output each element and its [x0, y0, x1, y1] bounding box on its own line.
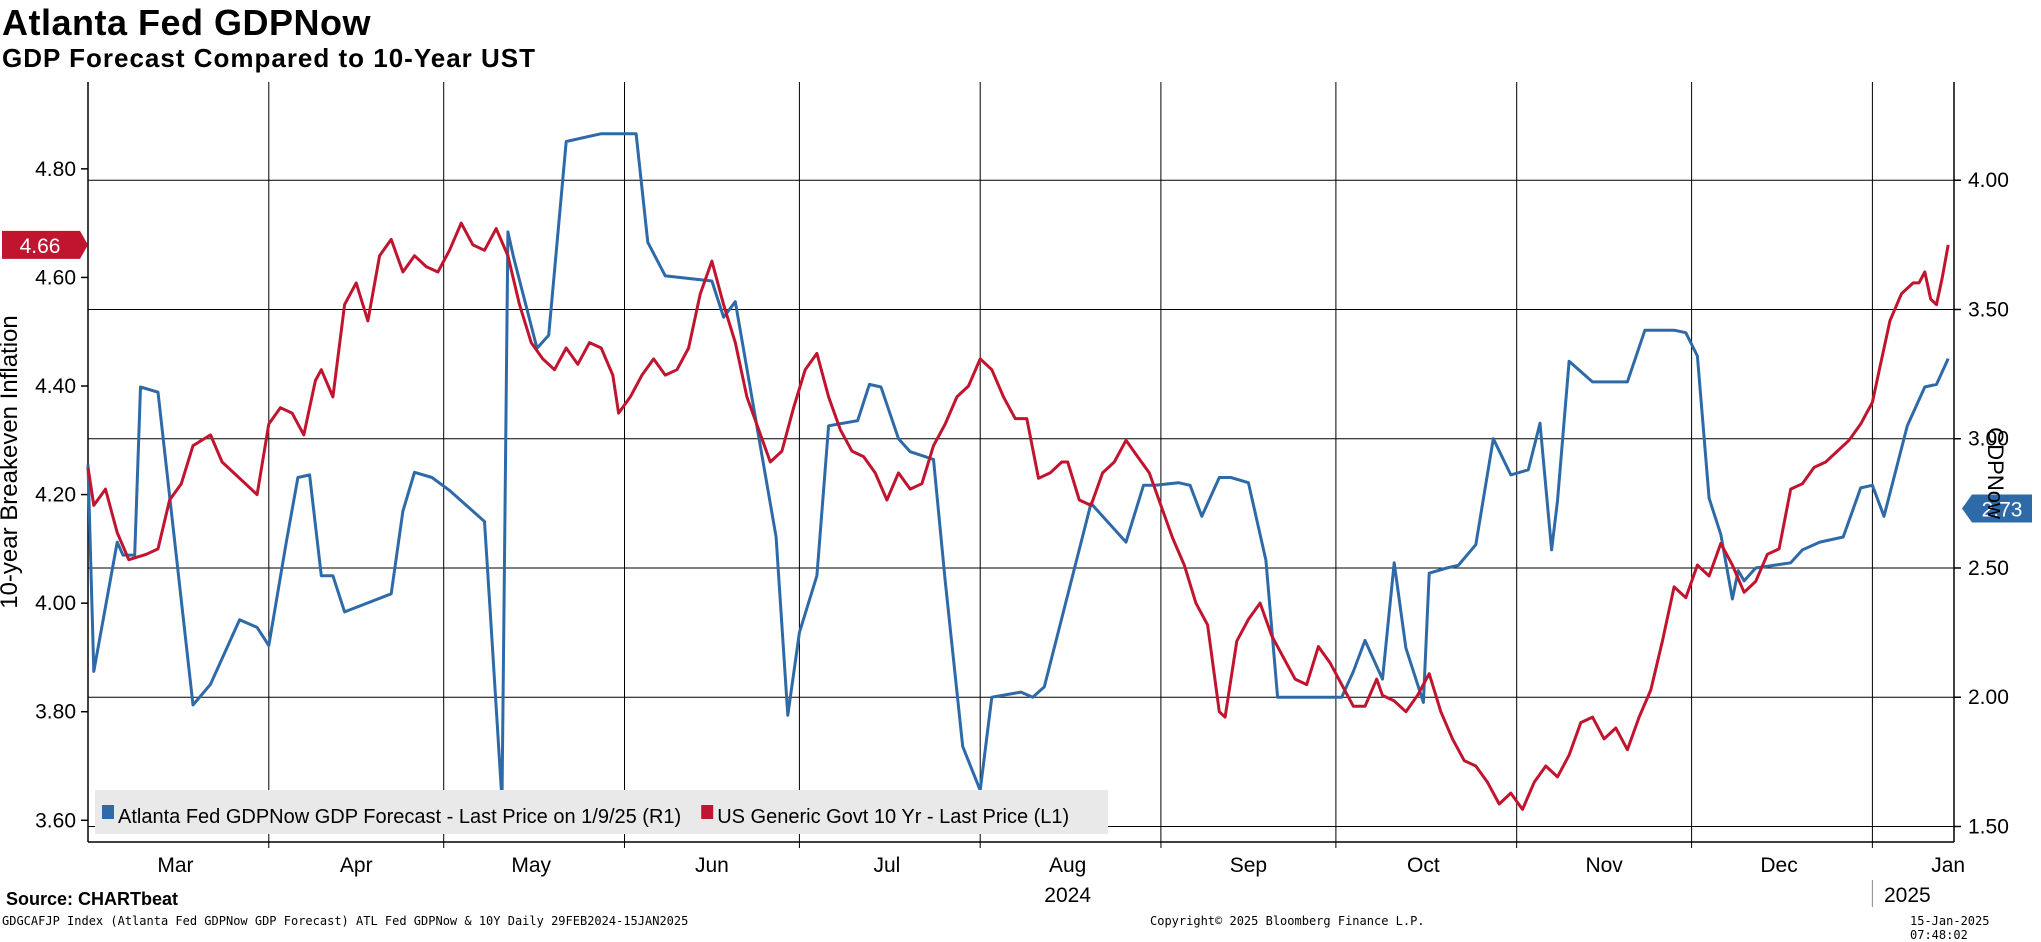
legend-label-gdpnow: Atlanta Fed GDPNow GDP Forecast - Last P…	[118, 806, 681, 828]
left-tick-label: 4.20	[35, 484, 76, 507]
x-year-label: 2025	[1884, 884, 1931, 907]
timestamp: 15-Jan-2025 07:48:02	[1910, 914, 1990, 942]
right-tick-label: 2.00	[1968, 686, 2009, 709]
left-tick-label: 3.60	[35, 809, 76, 832]
us-10yr-series-line	[86, 221, 1950, 811]
right-tick-label: 3.00	[1968, 428, 2009, 451]
left-tick-label: 4.40	[35, 375, 76, 398]
right-tick-label: 4.00	[1968, 169, 2009, 192]
source-note: Source: CHARTbeat	[6, 889, 179, 909]
left-last-value-badge	[2, 230, 88, 259]
x-month-label: Dec	[1760, 854, 1797, 877]
x-month-label: Jun	[695, 854, 729, 877]
left-tick-label: 4.60	[35, 266, 76, 289]
gdpnow-series-line	[86, 132, 1950, 803]
chart-title: Atlanta Fed GDPNow	[2, 2, 372, 43]
chart-subtitle: GDP Forecast Compared to 10-Year UST	[2, 43, 537, 73]
right-tick-label: 2.50	[1968, 557, 2009, 580]
legend-box	[95, 790, 1108, 834]
right-last-value-text: 2.73	[1982, 499, 2023, 522]
index-description: GDGCAFJP Index (Atlanta Fed GDPNow GDP F…	[2, 914, 689, 928]
x-month-label: Aug	[1049, 854, 1086, 877]
x-month-label: Nov	[1585, 854, 1623, 877]
legend-swatch-gdpnow	[102, 805, 114, 819]
right-tick-label: 1.50	[1968, 815, 2009, 838]
x-month-label: Sep	[1230, 854, 1267, 877]
left-tick-label: 3.80	[35, 701, 76, 724]
left-last-value-text: 4.66	[20, 235, 61, 258]
x-month-label: May	[511, 854, 551, 877]
right-tick-label: 3.50	[1968, 298, 2009, 321]
x-month-label: Oct	[1407, 854, 1440, 877]
x-month-label: Jan	[1931, 854, 1965, 877]
right-last-value-badge	[1962, 494, 2032, 523]
x-month-label: Jul	[873, 854, 900, 877]
x-month-label: Apr	[340, 854, 373, 877]
left-tick-label: 4.80	[35, 158, 76, 181]
right-axis-label: GDPNow	[1983, 427, 2008, 519]
copyright-note: Copyright© 2025 Bloomberg Finance L.P.	[1150, 914, 1425, 928]
left-axis-label: 10-year Breakeven Inflation	[0, 315, 23, 609]
x-month-label: Mar	[157, 854, 193, 877]
x-year-label: 2024	[1044, 884, 1091, 907]
legend-label-10yr: US Generic Govt 10 Yr - Last Price (L1)	[717, 806, 1069, 828]
left-tick-label: 4.00	[35, 592, 76, 615]
legend-swatch-10yr	[701, 805, 714, 819]
